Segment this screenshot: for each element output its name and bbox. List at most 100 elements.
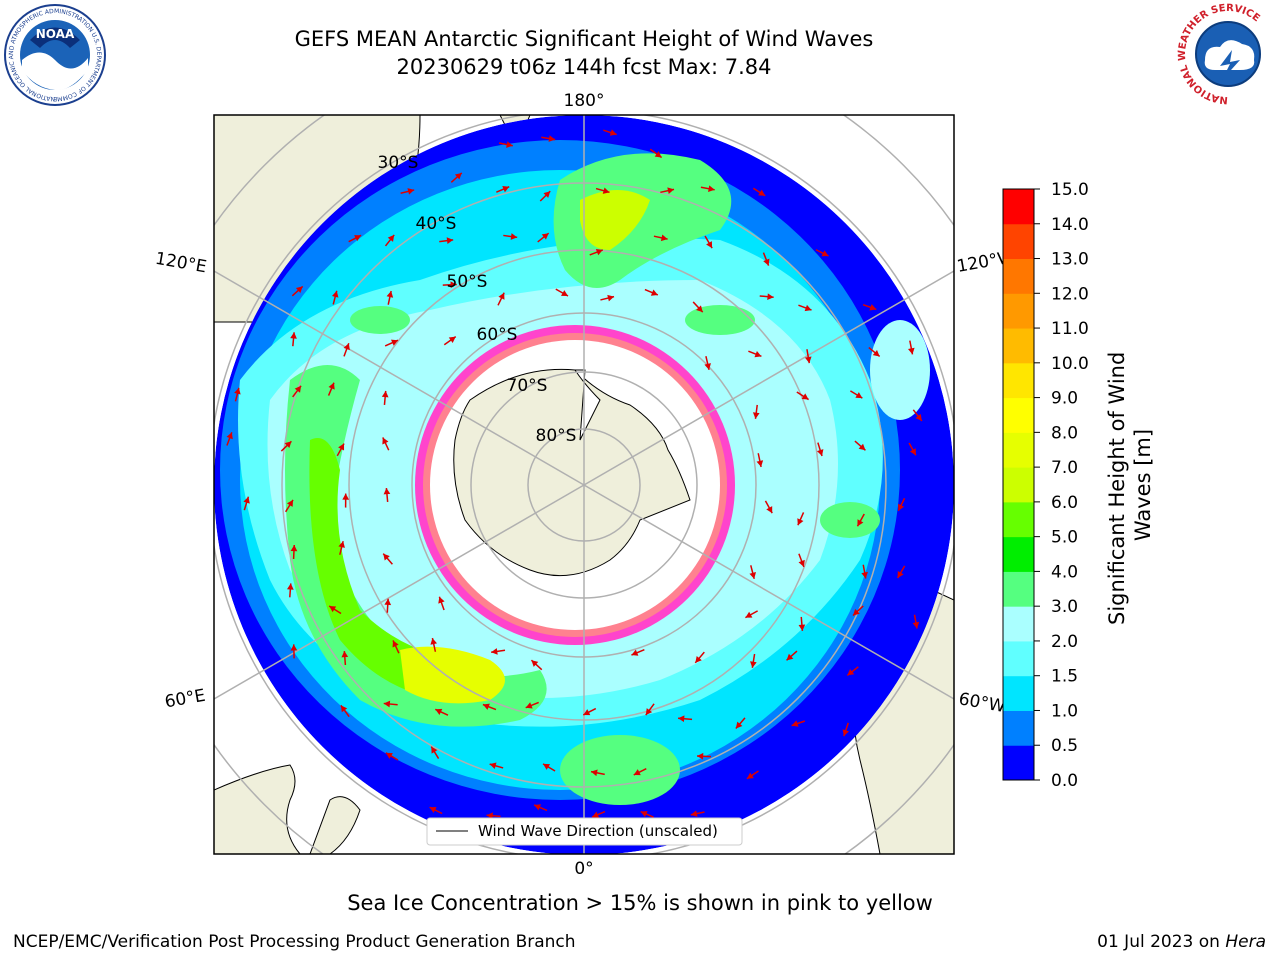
- lat-label-60s: 60°S: [477, 325, 518, 345]
- colorbar-tick-label: 2.0: [1051, 632, 1078, 652]
- wave-direction-arrowhead: [869, 304, 877, 311]
- colorbar-swatch: [1003, 710, 1034, 746]
- wave-direction-arrowhead: [386, 290, 394, 298]
- wave-direction-arrowhead: [385, 752, 393, 759]
- colorbar-tick-label: 3.0: [1051, 597, 1078, 617]
- wave-direction-arrowhead: [431, 746, 438, 754]
- wave-direction-arrowhead: [858, 443, 866, 451]
- colorbar-swatch: [1003, 467, 1034, 503]
- wave-direction-arrowhead: [543, 191, 551, 198]
- lat-label-30s: 30°S: [378, 153, 419, 173]
- lat-label-70s: 70°S: [507, 376, 548, 396]
- colorbar-tick-label: 0.0: [1051, 771, 1078, 791]
- wave-direction-arrowhead: [342, 493, 350, 500]
- wave-direction-arrowhead: [506, 141, 513, 148]
- colorbar-tick-label: 5.0: [1051, 528, 1078, 548]
- wave-direction-arrowhead: [754, 350, 762, 358]
- wave-direction-arrowhead: [343, 343, 350, 351]
- wave-direction-arrowhead: [735, 721, 743, 729]
- lon-label-0: 0°: [574, 859, 593, 879]
- wave-direction-arrowhead: [749, 572, 756, 579]
- colorbar-swatch: [1003, 745, 1034, 781]
- wave-direction-arrowhead: [234, 387, 241, 395]
- wave-direction-arrowhead: [435, 708, 443, 715]
- colorbar-label: Significant Height of Wind Waves [m]: [1105, 345, 1155, 625]
- wave-direction-arrowhead: [633, 769, 641, 776]
- wave-direction-arrowhead: [486, 812, 493, 820]
- map-legend: Wind Wave Direction (unscaled): [426, 817, 743, 846]
- wave-direction-arrowhead: [290, 332, 297, 339]
- wave-direction-arrowhead: [328, 382, 335, 390]
- wave-direction-arrowhead: [852, 608, 860, 616]
- wave-direction-arrowhead: [541, 233, 549, 240]
- wave-direction-arrowhead: [908, 347, 915, 355]
- colorbar-swatch: [1003, 293, 1034, 329]
- colorbar-tick-label: 6.0: [1051, 493, 1078, 513]
- wave-direction-arrowhead: [804, 304, 812, 312]
- wave-direction-arrowhead: [791, 720, 799, 727]
- wave-direction-arrowhead: [525, 702, 533, 709]
- wave-direction-arrowhead: [915, 413, 922, 421]
- colorbar-swatch: [1003, 571, 1034, 607]
- wave-direction-arrowhead: [607, 294, 615, 302]
- wave-direction-arrowhead: [786, 653, 794, 661]
- wave-direction-arrowhead: [290, 544, 298, 552]
- colorbar: 0.0 0.5 1.0 1.5 2.0 3.0 4.0 5.0 6.0 7.0 8.0 9.0 10.0…: [1002, 180, 1089, 791]
- wave-direction-arrowhead: [708, 185, 715, 192]
- nws-logo-icon: NATIONAL WEATHER SERVICE: [1176, 2, 1280, 106]
- wave-direction-arrowhead: [341, 651, 349, 658]
- map-panel: Wind Wave Direction (unscaled): [213, 114, 955, 855]
- wave-direction-arrowhead: [650, 289, 658, 296]
- wave-direction-arrowhead: [331, 290, 339, 298]
- wave-direction-arrowhead: [329, 606, 337, 613]
- wave-direction-arrowhead: [294, 385, 302, 393]
- wave-direction-arrowhead: [286, 499, 294, 507]
- wave-direction-arrowhead: [909, 448, 916, 456]
- wave-direction-arrowhead: [821, 250, 829, 257]
- wave-direction-arrowhead: [498, 292, 505, 300]
- wave-direction-arrowhead: [583, 709, 591, 716]
- wave-direction-arrowhead: [489, 762, 497, 770]
- wave-direction-arrowhead: [383, 488, 391, 495]
- graticule: [214, 115, 954, 854]
- wave-direction-arrowhead: [438, 596, 445, 604]
- noaa-logo-text: NOAA: [36, 27, 75, 41]
- wave-direction-arrowhead: [798, 624, 806, 631]
- antarctica-land: [453, 368, 691, 577]
- wave-height-field: [214, 115, 954, 854]
- wave-direction-arrowhead: [548, 135, 556, 142]
- colorbar-tick-label: 15.0: [1051, 180, 1089, 200]
- wave-direction-arrowhead: [392, 640, 399, 648]
- colorbar-label-line1: Significant Height of Wind: [1105, 352, 1129, 625]
- wave-direction-arrowhead: [491, 648, 498, 655]
- lon-label-120e: 120°E: [154, 249, 208, 278]
- wave-direction-arrowhead: [287, 583, 294, 590]
- wave-direction-arrowhead: [387, 234, 395, 242]
- wave-direction-arrowhead: [602, 187, 610, 194]
- wave-direction-arrowhead: [381, 390, 389, 398]
- wave-direction-arrowhead: [697, 752, 704, 760]
- colorbar-swatch: [1003, 675, 1034, 711]
- wave-direction-arrowhead: [897, 570, 904, 578]
- wave-direction-arrowhead: [338, 541, 345, 548]
- wave-direction-arrowhead: [454, 172, 462, 180]
- wave-direction-arrowhead: [745, 611, 753, 618]
- wave-direction-arrowhead: [382, 437, 389, 445]
- wave-direction-arrowhead: [704, 363, 711, 370]
- colorbar-swatch: [1003, 362, 1034, 399]
- wave-direction-arrowhead: [534, 804, 542, 811]
- noaa-logo-icon: NATIONAL OCEANIC AND ATMOSPHERIC ADMINIS…: [0, 0, 106, 106]
- wave-direction-arrowhead: [847, 668, 855, 676]
- wave-direction-arrowhead: [640, 810, 648, 818]
- colorbar-tick-label: 13.0: [1051, 250, 1089, 270]
- wave-direction-arrowhead: [354, 235, 362, 242]
- wave-direction-arrowhead: [429, 806, 437, 814]
- wave-direction-arrowhead: [801, 393, 809, 400]
- wave-direction-arrowhead: [226, 432, 233, 440]
- wave-direction-arrowhead: [766, 506, 773, 514]
- colorbar-tick-label: 1.5: [1051, 667, 1078, 687]
- wave-direction-arrowhead: [645, 708, 653, 716]
- wave-direction-arrowhead: [450, 281, 457, 289]
- wave-direction-arrowhead: [531, 660, 539, 667]
